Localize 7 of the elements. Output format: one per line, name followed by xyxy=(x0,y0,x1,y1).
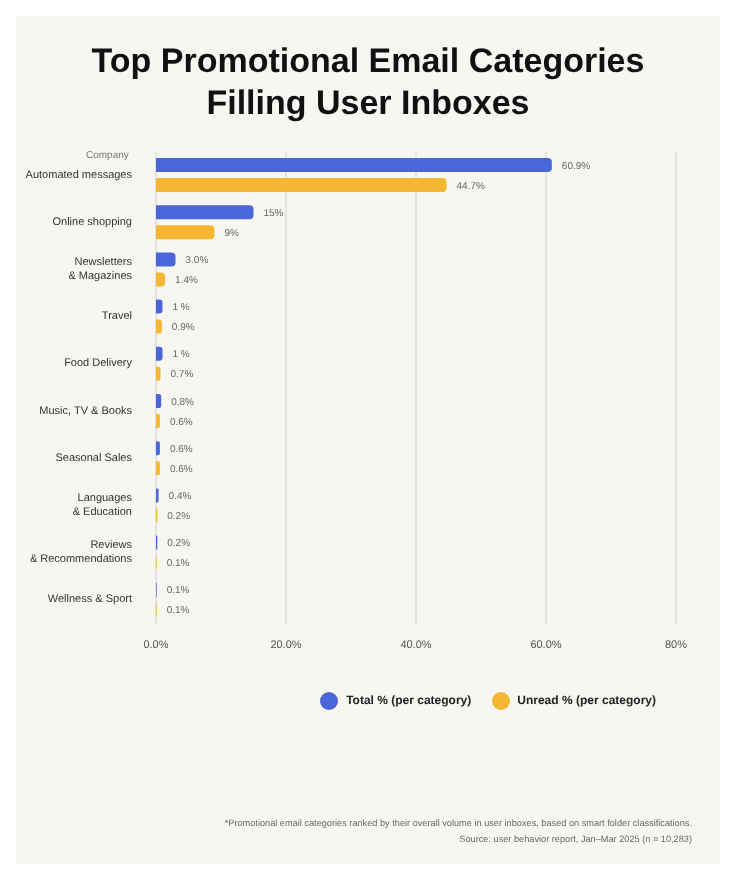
chart-title: Top Promotional Email Categories Filling User Inboxes xyxy=(89,40,647,124)
bar xyxy=(156,158,552,172)
bar xyxy=(156,225,215,240)
bar xyxy=(156,178,447,192)
bar xyxy=(156,252,176,267)
bar xyxy=(156,205,254,220)
bar xyxy=(156,394,162,408)
